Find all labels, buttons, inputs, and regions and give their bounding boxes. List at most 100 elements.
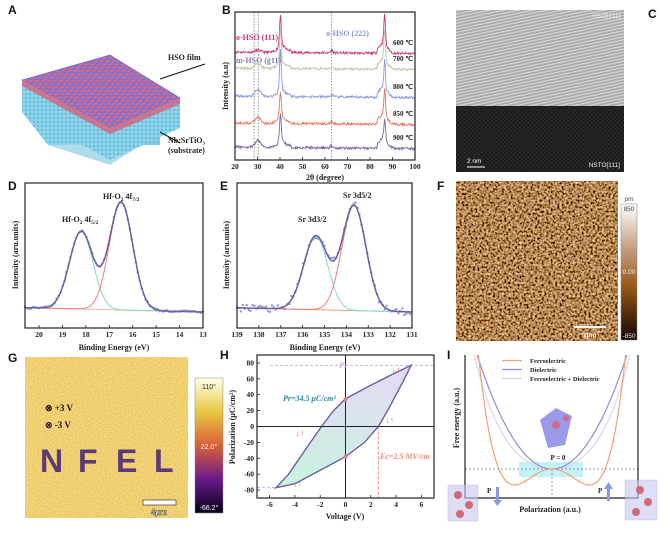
series-label: 900 ℃: [393, 134, 413, 142]
y-tick-label: -40: [244, 454, 254, 463]
domain-arrows-icon: ↓↑: [392, 364, 401, 374]
data-point: [247, 308, 250, 312]
panel-label-e: E: [220, 179, 228, 193]
film-edge-right: [110, 98, 180, 134]
data-point: [266, 310, 270, 313]
annotation-p-left: P: [487, 487, 492, 495]
legend-label: Ferroelectric + Dielectric: [530, 376, 600, 383]
substrate-sub-label: (substrate): [168, 146, 205, 155]
y-axis-label: Intensity (aru.units): [222, 220, 231, 289]
x-tick-label: -4: [292, 500, 298, 509]
y-axis-label: Free energy (a.u.): [452, 388, 461, 449]
y-tick-label: 40: [247, 390, 255, 399]
data-point: [249, 309, 252, 313]
pfm-colorbar-mid: 22.0°: [201, 443, 218, 451]
y-tick-label: -20: [244, 438, 254, 447]
pfm-scale-label: 4μm: [151, 508, 167, 517]
film-edge-left: [22, 80, 110, 134]
x-tick-label: 70: [344, 162, 352, 171]
data-point: [331, 256, 334, 260]
x-tick-label: 14: [176, 330, 184, 339]
series-label: 850 ℃: [393, 110, 413, 118]
data-point: [268, 310, 272, 314]
afm-colorbar-max: 850: [624, 206, 635, 213]
crystal-center: [540, 408, 572, 448]
afm-colorbar: [620, 203, 638, 341]
x-tick-label: 6: [419, 500, 423, 509]
x-tick-label: 90: [389, 162, 397, 171]
data-point: [245, 303, 248, 307]
panel-label-g: G: [8, 351, 17, 365]
crystal-left: [447, 484, 479, 522]
x-tick-label: 133: [363, 330, 375, 339]
data-point: [333, 256, 336, 259]
data-point: [276, 304, 279, 307]
series-label: 600 ℃: [393, 39, 413, 47]
neg-pr-marker: [343, 454, 348, 459]
arrow-up-icon: [604, 482, 613, 501]
annotation-o-hso-222: o-HSO (222): [326, 29, 369, 38]
y-axis-label: Intensity (a.u): [221, 62, 230, 110]
domain-arrows-icon: ↓↑: [295, 428, 304, 438]
xrd-series-line: [234, 113, 416, 152]
data-point: [405, 312, 408, 315]
afm-scale-label: 2μm: [583, 332, 597, 339]
tem-scale-label: 2 nm: [467, 158, 481, 165]
substrate-right: [110, 98, 180, 160]
pfm-written-letter: N: [40, 443, 63, 479]
panel-e-xps-sr-chart: 139 138 137 136 135 134 133 132 131 Sr 3d3/2 Sr …: [222, 182, 418, 352]
pfm-colorbar: [194, 377, 224, 514]
x-tick-label: 40: [276, 162, 284, 171]
data-point: [253, 304, 256, 308]
x-tick-label: 13: [199, 330, 207, 339]
x-tick-label: 16: [129, 330, 137, 339]
data-point: [251, 304, 254, 307]
x-tick-label: 136: [297, 330, 309, 339]
panel-label-h: H: [220, 348, 229, 362]
tem-film-region: [456, 10, 624, 106]
panel-label-i: I: [447, 348, 450, 362]
x-tick-label: -2: [317, 500, 323, 509]
x-axis-label: Polarization (a.u.): [519, 505, 581, 514]
panel-h-pv-loop-chart: ↓↑↓↑↓↑↓↑ -6 -4 -2 0 2 4 6806040200-20-40-60-80…: [228, 354, 435, 521]
data-point: [290, 294, 293, 298]
x-tick-label: 60: [321, 162, 329, 171]
peak-label-sr-3d32: Sr 3d3/2: [298, 215, 327, 224]
y-tick-label: 0: [250, 422, 254, 431]
pfm-colorbar-max: 110°: [202, 383, 216, 391]
y-tick-label: 20: [247, 406, 255, 415]
x-tick-label: 4: [394, 500, 398, 509]
x-tick-label: 50: [299, 162, 307, 171]
data-point: [354, 201, 357, 204]
film-pointer: [159, 63, 206, 80]
write-label-plus: ⊗ +3 V: [45, 403, 74, 413]
panel-label-c: C: [648, 7, 657, 21]
data-point: [270, 304, 274, 307]
afm-colorbar-mid: 0.00: [623, 269, 636, 276]
x-tick-label: 19: [59, 330, 67, 339]
peak-fit-line: [25, 230, 203, 313]
x-tick-label: 2: [369, 500, 373, 509]
data-point: [313, 236, 316, 240]
tem-substrate-region: [456, 106, 624, 172]
free-energy-curve: [477, 355, 627, 486]
x-tick-label: 0: [344, 500, 348, 509]
y-tick-label: 60: [247, 374, 255, 383]
data-point: [352, 202, 355, 205]
panel-d-xps-hf-chart: 20 19 18 17 16 15 14 13 Hf-O2 4f5/2 Hf-O2 4f7/2…: [11, 182, 207, 352]
xrd-series-line: [234, 88, 416, 127]
panel-label-b: B: [222, 3, 231, 17]
x-axis-label: 2θ (degree): [306, 173, 344, 182]
plot-frame: [24, 182, 204, 329]
pfm-written-letter: E: [116, 443, 137, 479]
panel-labels: A B C D E F G H I: [8, 3, 657, 365]
annotation-ec: Ec=2.5 MV/cm: [379, 452, 430, 461]
annotation-pr: Pr=34.5 μC/cm²: [283, 394, 336, 403]
domain-arrows-icon: ↓↑: [385, 415, 394, 425]
x-axis-label: Binding Energy (eV): [290, 343, 361, 352]
crystal-right: [624, 479, 658, 521]
y-tick-label: -80: [244, 486, 254, 495]
substrate-left: [22, 80, 110, 160]
